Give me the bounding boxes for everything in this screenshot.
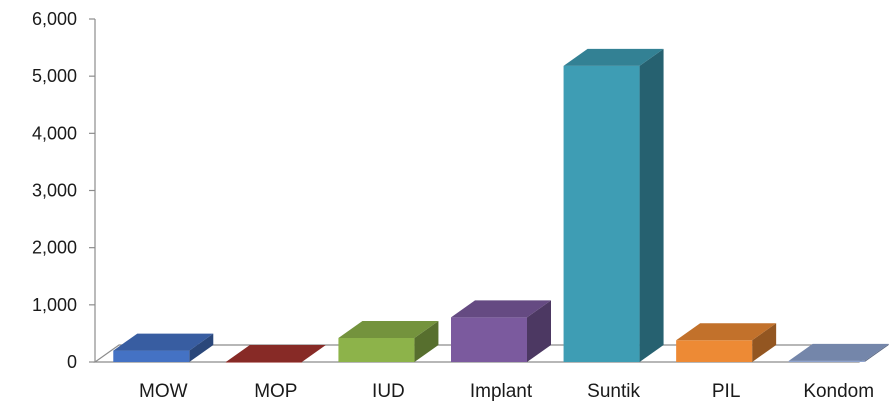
x-category-label: MOW <box>139 381 188 402</box>
y-tick-label: 0 <box>67 352 77 372</box>
bar-top-face <box>451 300 551 318</box>
x-category-label: IUD <box>372 381 405 402</box>
bar-front-face <box>338 337 415 362</box>
x-category-label: PIL <box>712 381 741 402</box>
bar-top-face <box>225 345 326 362</box>
x-category-label: Suntik <box>587 381 640 402</box>
y-tick-label: 3,000 <box>32 181 77 201</box>
bar-front-face <box>563 65 640 363</box>
bar-mop <box>225 345 326 363</box>
bar-side-face <box>414 320 439 362</box>
bar-top-face <box>788 343 889 361</box>
bar-mow <box>113 333 214 362</box>
bar-implant <box>451 300 551 362</box>
x-category-label: Kondom <box>803 381 874 402</box>
bar-top-face <box>676 323 777 341</box>
bar-side-face <box>864 343 889 362</box>
y-tick-label: 6,000 <box>32 9 77 29</box>
y-tick-label: 2,000 <box>32 238 77 258</box>
bar-front-face <box>451 317 527 362</box>
x-category-label: MOP <box>254 381 297 402</box>
bar-side-face <box>527 300 551 362</box>
bar-iud <box>338 320 439 362</box>
bar-front-face <box>113 350 190 362</box>
bar-front-face <box>225 362 302 363</box>
x-category-label: Implant <box>470 381 533 402</box>
bar-pil <box>676 323 777 362</box>
bar-front-face <box>788 360 865 362</box>
bar-suntik <box>563 48 664 363</box>
bars-layer <box>113 48 889 363</box>
bar-kondom <box>788 343 889 362</box>
bar-top-face <box>563 48 664 66</box>
bar-side-face <box>189 333 214 362</box>
y-tick-label: 5,000 <box>32 66 77 86</box>
bar-front-face <box>676 340 753 362</box>
y-tick-label: 1,000 <box>32 295 77 315</box>
y-tick-label: 4,000 <box>32 123 77 143</box>
bar-top-face <box>338 320 439 338</box>
bar-side-face <box>752 323 777 362</box>
bar-top-face <box>113 333 214 351</box>
labels-layer: 0 1,000 2,000 3,000 4,000 5,000 6,000 MOW MOP IUD… <box>32 9 874 402</box>
bar-side-face <box>639 48 664 362</box>
